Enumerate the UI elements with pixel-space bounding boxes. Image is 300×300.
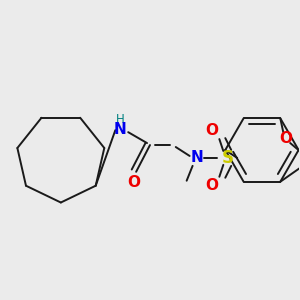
Text: O: O	[205, 123, 218, 138]
Text: H: H	[116, 113, 125, 126]
Text: N: N	[114, 122, 127, 137]
Text: O: O	[280, 130, 293, 146]
Text: O: O	[205, 178, 218, 193]
Text: N: N	[190, 150, 203, 165]
Text: S: S	[221, 149, 233, 167]
Text: O: O	[128, 175, 141, 190]
